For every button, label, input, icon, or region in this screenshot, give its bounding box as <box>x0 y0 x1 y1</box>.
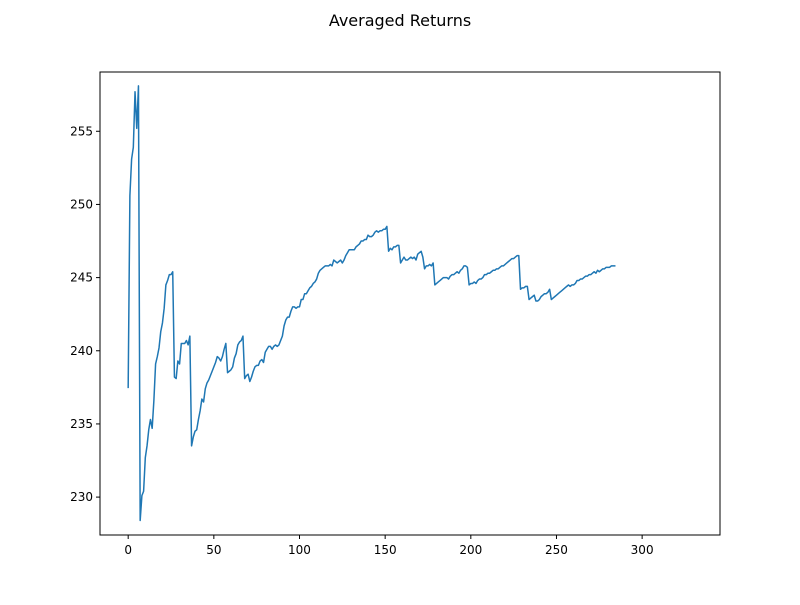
x-tick-label: 150 <box>374 543 397 557</box>
plot-area <box>127 85 616 522</box>
y-tick-label: 245 <box>70 271 93 285</box>
x-axis: 0 50 100 150 200 250 300 <box>124 535 654 557</box>
x-tick-label: 200 <box>459 543 482 557</box>
y-tick-label: 255 <box>70 124 93 138</box>
axes-frame <box>99 71 721 536</box>
chart-title: Averaged Returns <box>329 11 471 30</box>
x-tick-label: 250 <box>545 543 568 557</box>
y-axis: 230 235 240 245 250 255 <box>70 124 100 504</box>
x-tick-label: 50 <box>206 543 221 557</box>
x-tick-label: 300 <box>631 543 654 557</box>
x-tick-label: 0 <box>124 543 132 557</box>
y-tick-label: 240 <box>70 344 93 358</box>
y-tick-label: 250 <box>70 197 93 211</box>
x-tick-label: 100 <box>288 543 311 557</box>
series-line-0 <box>127 85 616 522</box>
y-tick-label: 235 <box>70 417 93 431</box>
y-tick-label: 230 <box>70 490 93 504</box>
